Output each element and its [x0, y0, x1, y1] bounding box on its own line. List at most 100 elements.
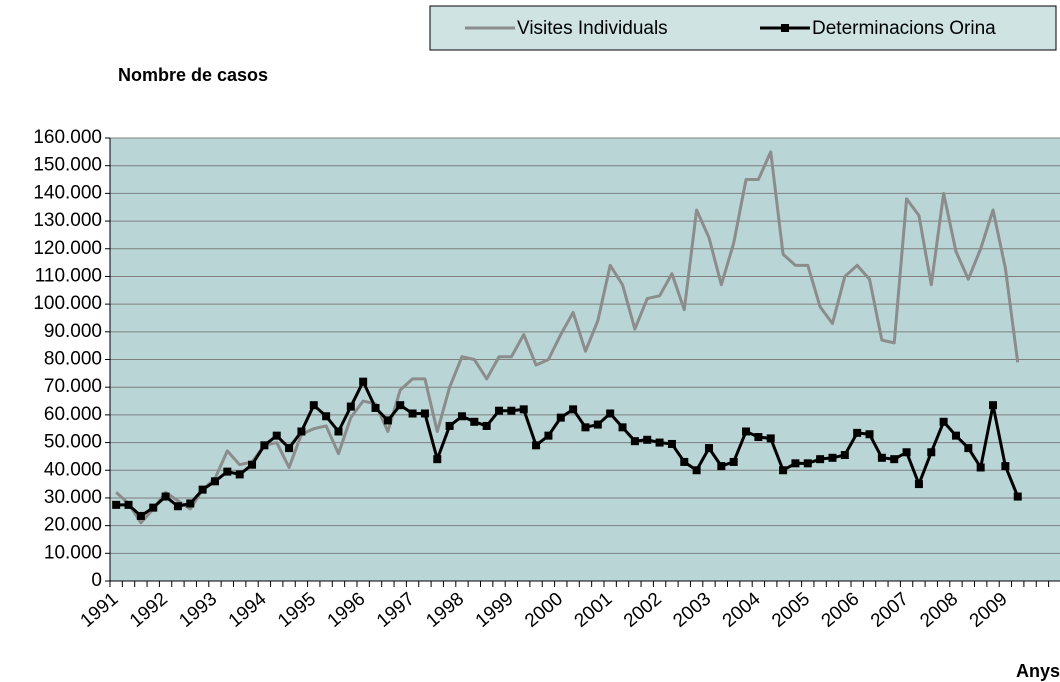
x-tick-label: 2007	[867, 589, 913, 632]
y-tick-label: 50.000	[44, 432, 102, 453]
point	[853, 428, 862, 437]
x-tick-label: 2000	[521, 589, 567, 632]
point	[816, 455, 825, 464]
y-tick-label: 140.000	[33, 182, 102, 203]
y-tick-label: 20.000	[44, 515, 102, 536]
point	[334, 427, 343, 436]
point	[223, 467, 232, 476]
x-tick-label: 2004	[719, 588, 765, 632]
y-tick-label: 70.000	[44, 376, 102, 397]
y-tick-label: 130.000	[33, 210, 102, 231]
point	[989, 401, 998, 410]
point	[210, 477, 219, 486]
legend-marker	[781, 24, 789, 32]
point	[840, 451, 849, 460]
y-tick-label: 60.000	[44, 404, 102, 425]
point	[186, 499, 195, 508]
y-tick-label: 150.000	[33, 155, 102, 176]
y-tick-label: 90.000	[44, 321, 102, 342]
y-tick-label: 80.000	[44, 349, 102, 370]
point	[951, 431, 960, 440]
point	[235, 470, 244, 479]
point	[272, 431, 281, 440]
point	[791, 459, 800, 468]
x-tick-label: 1992	[126, 589, 172, 632]
point	[655, 438, 664, 447]
point	[680, 457, 689, 466]
point	[976, 463, 985, 472]
y-tick-label: 120.000	[33, 238, 102, 259]
point	[779, 466, 788, 475]
point	[1001, 462, 1010, 471]
point	[519, 405, 528, 414]
point	[569, 405, 578, 414]
point	[643, 435, 652, 444]
point	[556, 413, 565, 422]
point	[630, 437, 639, 446]
point	[507, 406, 516, 415]
x-tick-label: 2008	[916, 589, 962, 632]
point	[544, 431, 553, 440]
point	[606, 409, 615, 418]
x-tick-label: 2001	[571, 589, 617, 632]
legend-label: Determinacions Orina	[812, 18, 996, 39]
point	[408, 409, 417, 418]
y-tick-label: 0	[91, 570, 102, 591]
x-tick-label: 2002	[620, 589, 666, 632]
y-tick-label: 100.000	[33, 293, 102, 314]
y-tick-label: 30.000	[44, 487, 102, 508]
point	[692, 466, 701, 475]
point	[495, 406, 504, 415]
point	[593, 420, 602, 429]
point	[865, 430, 874, 439]
point	[902, 448, 911, 457]
y-tick-label: 160.000	[33, 127, 102, 148]
point	[297, 427, 306, 436]
point	[124, 500, 133, 509]
point	[248, 460, 257, 469]
point	[927, 448, 936, 457]
point	[914, 480, 923, 489]
point	[803, 459, 812, 468]
y-axis-label: Nombre de casos	[118, 65, 268, 85]
point	[371, 403, 380, 412]
point	[581, 423, 590, 432]
point	[828, 453, 837, 462]
point	[445, 421, 454, 430]
y-tick-label: 40.000	[44, 459, 102, 480]
point	[433, 455, 442, 464]
point	[729, 457, 738, 466]
point	[939, 417, 948, 426]
point	[359, 377, 368, 386]
x-tick-label: 2009	[966, 589, 1012, 632]
point	[1013, 492, 1022, 501]
point	[877, 453, 886, 462]
point	[420, 409, 429, 418]
point	[112, 500, 121, 509]
legend-box	[429, 5, 1057, 51]
y-tick-label: 10.000	[44, 542, 102, 563]
x-tick-label: 2003	[669, 589, 715, 632]
x-tick-label: 2006	[818, 589, 864, 632]
y-tick-label: 110.000	[35, 265, 102, 286]
point	[532, 441, 541, 450]
point	[161, 492, 170, 501]
x-tick-label: 1991	[77, 589, 123, 632]
point	[964, 444, 973, 453]
point	[322, 412, 331, 421]
point	[890, 455, 899, 464]
point	[742, 427, 751, 436]
point	[717, 462, 726, 471]
x-tick-label: 1993	[175, 589, 221, 632]
legend-label: Visites Individuals	[517, 18, 668, 39]
point	[766, 434, 775, 443]
point	[618, 423, 627, 432]
x-tick-label: 1994	[225, 588, 271, 632]
point	[754, 433, 763, 442]
point	[457, 412, 466, 421]
point	[482, 421, 491, 430]
x-tick-label: 2005	[768, 589, 814, 632]
point	[260, 441, 269, 450]
x-tick-label: 1996	[324, 589, 370, 632]
